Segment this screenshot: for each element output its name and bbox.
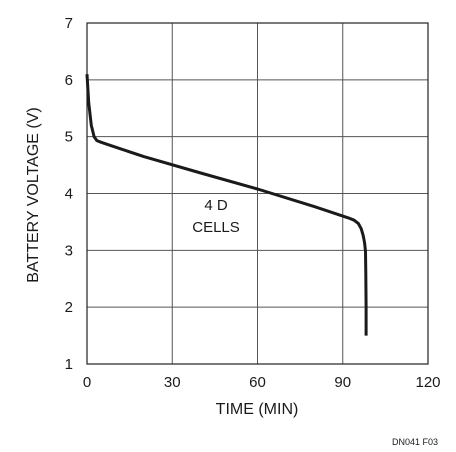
y-tick-labels: 1 2 3 4 5 6 7 bbox=[65, 15, 73, 373]
y-axis-label: BATTERY VOLTAGE (V) bbox=[25, 107, 42, 282]
annotation-line-2: CELLS bbox=[192, 219, 240, 236]
y-tick-label: 6 bbox=[65, 72, 73, 89]
figure-id-label: DN041 F03 bbox=[392, 437, 438, 447]
y-tick-label: 3 bbox=[65, 242, 73, 259]
x-axis-label: TIME (MIN) bbox=[216, 401, 299, 418]
y-tick-label: 1 bbox=[65, 356, 73, 373]
x-tick-labels: 0 30 60 90 120 bbox=[83, 374, 441, 391]
annotation-line-1: 4 D bbox=[204, 197, 228, 214]
y-tick-label: 7 bbox=[65, 15, 73, 32]
x-tick-label: 120 bbox=[415, 374, 440, 391]
y-tick-label: 2 bbox=[65, 299, 73, 316]
x-tick-label: 90 bbox=[334, 374, 351, 391]
grid bbox=[86, 22, 429, 365]
y-tick-label: 4 bbox=[65, 186, 73, 203]
x-tick-label: 60 bbox=[249, 374, 266, 391]
series-group bbox=[85, 74, 368, 336]
x-tick-label: 30 bbox=[164, 374, 181, 391]
plot-frame bbox=[86, 22, 429, 365]
x-tick-label: 0 bbox=[83, 374, 91, 391]
y-tick-label: 5 bbox=[65, 129, 73, 146]
series-line-0 bbox=[85, 74, 368, 336]
